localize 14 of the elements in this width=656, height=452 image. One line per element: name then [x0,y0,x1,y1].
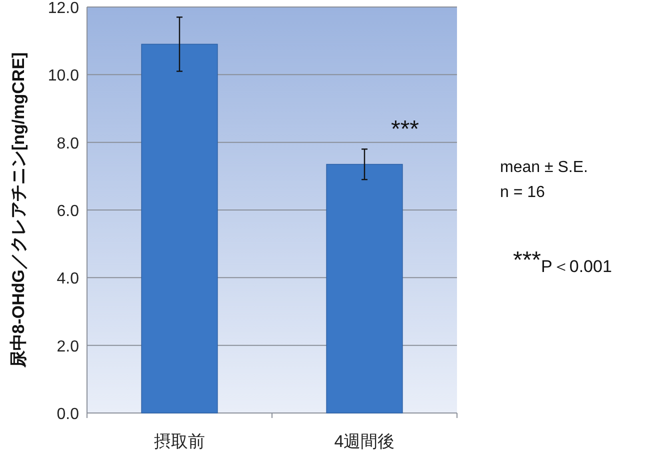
y-tick-label: 10.0 [48,68,80,85]
y-tick-label: 8.0 [56,135,80,152]
annotation: *** [390,116,420,143]
y-axis-title: 尿中8-OHdG／クレアチニン[ng/mgCRE] [9,52,28,369]
y-tick-label: 12.0 [48,0,80,17]
y-tick-label: 2.0 [56,338,80,356]
text: ***$_{P＜0.001}$ [513,247,612,276]
text: n = 16 [500,184,546,201]
x-tick-label: 摂取前 [154,432,205,451]
text: mean ± S.E. [500,159,588,176]
x-tick-label: 4週間後 [334,432,395,451]
y-tick-label: 0.0 [56,406,80,423]
y-tick-label: 4.0 [56,270,80,288]
y-tick-label: 6.0 [56,203,80,220]
